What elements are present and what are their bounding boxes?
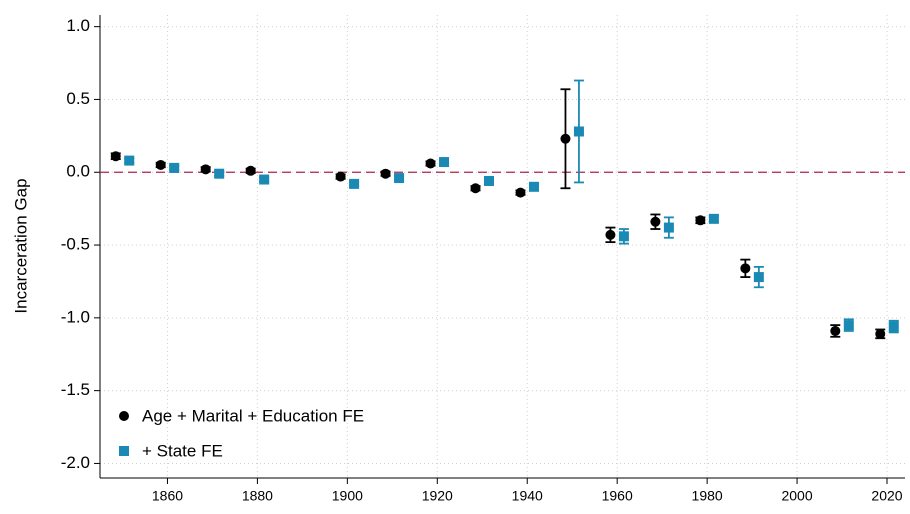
legend-marker	[119, 411, 129, 421]
x-tick-label: 2000	[781, 488, 812, 504]
x-tick-label: 1880	[242, 488, 273, 504]
point	[380, 168, 391, 179]
y-tick-label: 0.0	[66, 162, 90, 181]
legend-label: Age + Marital + Education FE	[142, 406, 364, 425]
point	[245, 165, 256, 176]
point	[515, 187, 526, 198]
point	[708, 213, 719, 224]
x-tick-label: 1900	[332, 488, 363, 504]
point	[618, 231, 629, 242]
y-tick-label: 1.0	[66, 16, 90, 35]
y-tick-label: 0.5	[66, 89, 90, 108]
point	[169, 162, 180, 173]
point	[843, 320, 854, 331]
point	[650, 216, 661, 227]
x-tick-label: 1940	[512, 488, 543, 504]
x-tick-label: 1960	[602, 488, 633, 504]
y-axis-label: Incarceration Gap	[11, 178, 30, 313]
legend-label: + State FE	[142, 441, 223, 460]
point	[528, 181, 539, 192]
point	[830, 325, 841, 336]
point	[214, 168, 225, 179]
y-tick-label: -1.0	[61, 307, 90, 326]
point	[124, 155, 135, 166]
point	[425, 158, 436, 169]
x-tick-label: 1980	[692, 488, 723, 504]
point	[259, 174, 270, 185]
y-tick-label: -0.5	[61, 235, 90, 254]
point	[394, 173, 405, 184]
x-tick-label: 1860	[152, 488, 183, 504]
point	[573, 126, 584, 137]
point	[349, 178, 360, 189]
point	[155, 159, 166, 170]
point	[888, 321, 899, 332]
y-tick-label: -1.5	[61, 380, 90, 399]
point	[200, 164, 211, 175]
x-tick-label: 1920	[422, 488, 453, 504]
point	[470, 183, 481, 194]
point	[663, 222, 674, 233]
point	[335, 171, 346, 182]
point	[695, 215, 706, 226]
legend-marker	[119, 446, 129, 456]
point	[560, 133, 571, 144]
point	[110, 151, 121, 162]
y-tick-label: -2.0	[61, 453, 90, 472]
point	[875, 328, 886, 339]
point	[484, 175, 495, 186]
point	[605, 229, 616, 240]
x-tick-label: 2020	[871, 488, 902, 504]
point	[753, 272, 764, 283]
point	[740, 263, 751, 274]
point	[439, 157, 450, 168]
